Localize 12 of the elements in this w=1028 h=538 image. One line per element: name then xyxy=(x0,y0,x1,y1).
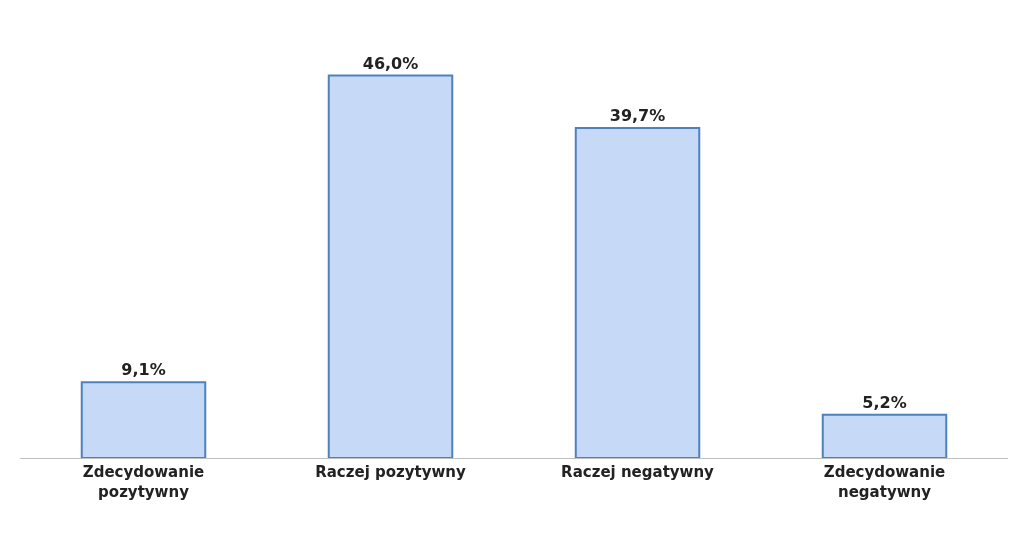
data-label: 39,7% xyxy=(609,105,666,125)
bar xyxy=(80,381,207,458)
data-label: 9,1% xyxy=(121,360,166,380)
x-tick-label: Raczej pozytywny xyxy=(315,463,467,481)
bar xyxy=(327,74,454,458)
data-label: 46,0% xyxy=(362,53,419,73)
bar xyxy=(574,126,701,458)
x-tick-label: Zdecydowanie negatywny xyxy=(823,463,946,501)
bar xyxy=(821,413,948,458)
x-tick-label: Raczej negatywny xyxy=(561,463,715,481)
x-tick-label: Zdecydowanie pozytywny xyxy=(82,463,205,501)
data-label: 5,2% xyxy=(862,392,907,412)
